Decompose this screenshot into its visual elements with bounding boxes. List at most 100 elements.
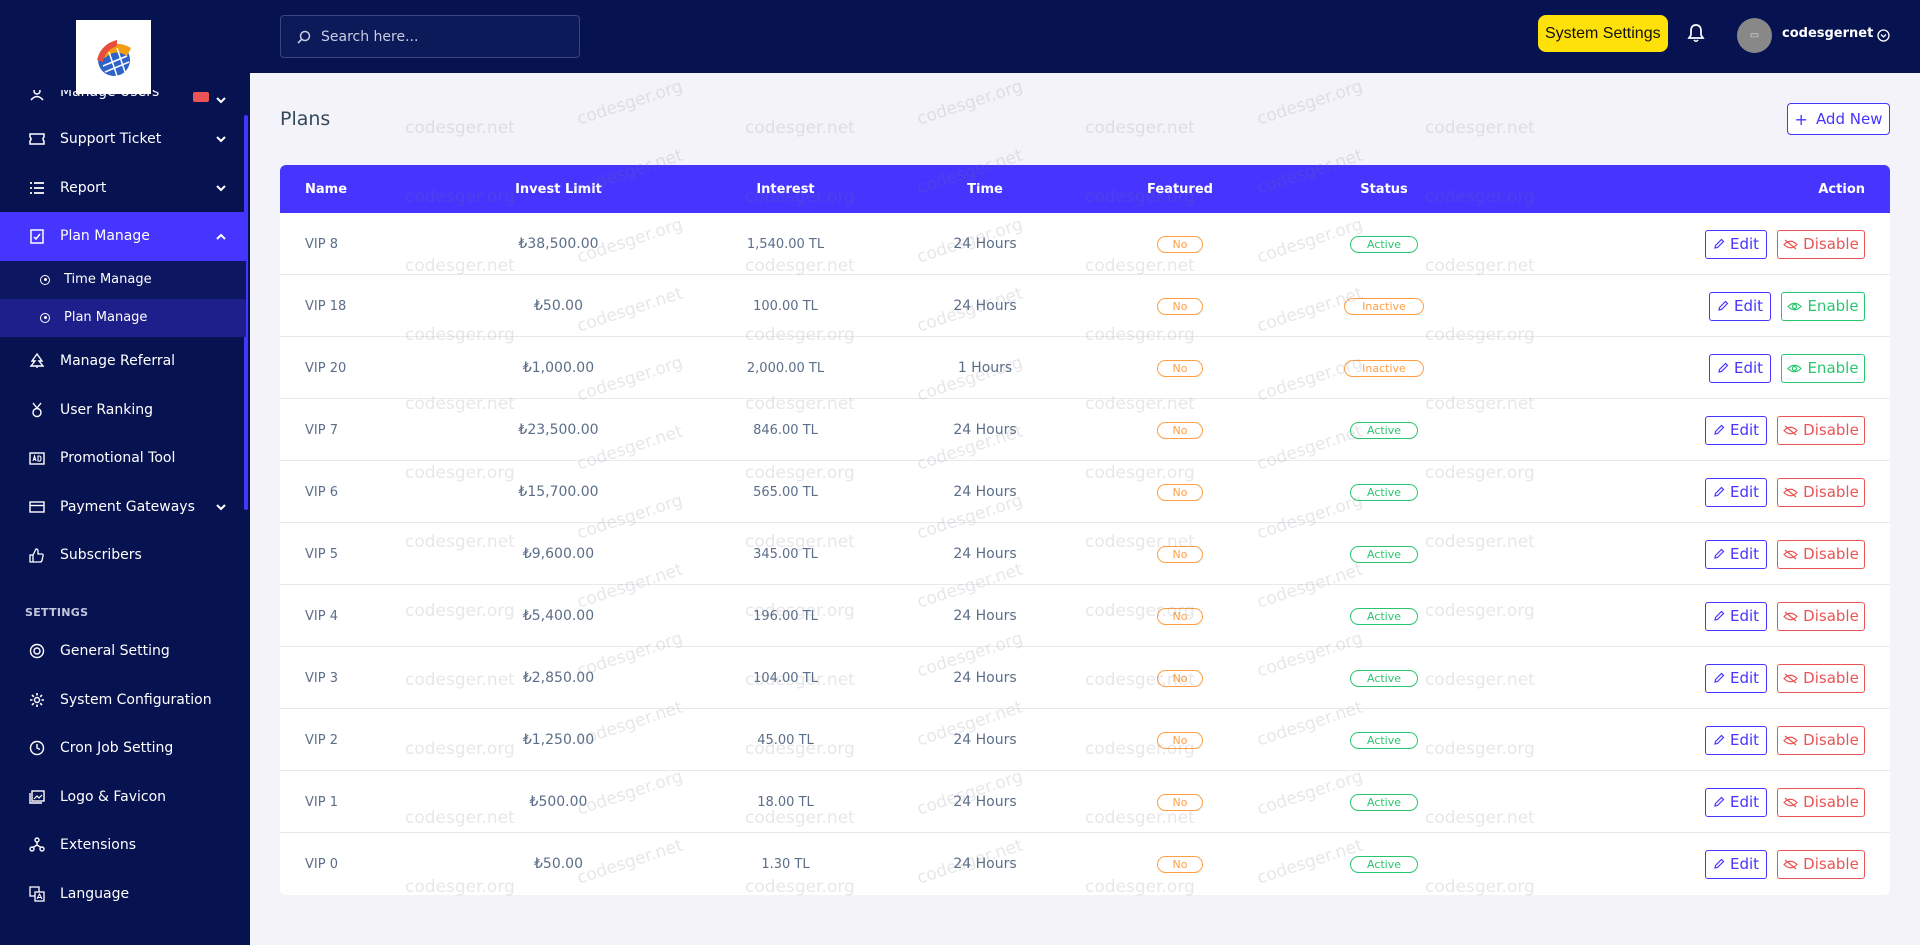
edit-button[interactable]: Edit	[1709, 291, 1771, 321]
search-input[interactable]: Search here...	[280, 15, 580, 58]
sidebar-item-extensions[interactable]: Extensions	[0, 821, 246, 870]
puzzle-icon	[28, 837, 45, 854]
edit-button[interactable]: Edit	[1705, 787, 1767, 817]
sidebar-item-manage-users[interactable]: Manage Users	[0, 90, 246, 115]
edit-label: Edit	[1729, 793, 1760, 811]
sidebar-item-promotional-tool[interactable]: Promotional Tool	[0, 434, 246, 483]
invest-limit: ₺38,500.00	[518, 236, 599, 252]
users-icon	[28, 90, 45, 102]
featured-badge: No	[1157, 421, 1203, 439]
enable-button[interactable]: Enable	[1781, 291, 1865, 321]
sidebar-item-logo-favicon[interactable]: Logo & Favicon	[0, 773, 246, 822]
invest-limit: ₺15,700.00	[518, 484, 599, 500]
edit-button[interactable]: Edit	[1705, 849, 1767, 879]
time: 24 Hours	[953, 608, 1017, 624]
featured-badge: No	[1157, 855, 1203, 873]
circle-dot-icon	[40, 312, 50, 323]
edit-button[interactable]: Edit	[1705, 601, 1767, 631]
disable-button[interactable]: Disable	[1777, 477, 1865, 507]
time: 24 Hours	[953, 422, 1017, 438]
edit-button[interactable]: Edit	[1709, 353, 1771, 383]
sidebar-item-report[interactable]: Report	[0, 164, 246, 213]
disable-button[interactable]: Disable	[1777, 663, 1865, 693]
eye-icon	[1787, 301, 1803, 312]
status-cell: Active	[1304, 523, 1464, 585]
sidebar-item-plan-manage[interactable]: Plan Manage	[0, 212, 246, 261]
plus-icon: +	[1794, 109, 1808, 129]
featured-badge: No	[1157, 359, 1203, 377]
sidebar-item-user-ranking[interactable]: User Ranking	[0, 385, 246, 434]
sidebar-item-subscribers[interactable]: Subscribers	[0, 531, 246, 580]
settings-section-label: SETTINGS	[25, 605, 89, 619]
edit-button[interactable]: Edit	[1705, 539, 1767, 569]
table-row: VIP 20 ₺1,000.00 2,000.00 TL 1 Hours No …	[280, 337, 1890, 399]
time: 24 Hours	[953, 484, 1017, 500]
bell-icon[interactable]	[1687, 23, 1705, 47]
edit-button[interactable]: Edit	[1705, 725, 1767, 755]
status-badge: Active	[1350, 421, 1418, 439]
table-row: VIP 4 ₺5,400.00 196.00 TL 24 Hours No Ac…	[280, 585, 1890, 647]
disable-button[interactable]: Disable	[1777, 725, 1865, 755]
table-row: VIP 7 ₺23,500.00 846.00 TL 24 Hours No A…	[280, 399, 1890, 461]
card-icon	[28, 498, 45, 515]
eye-slash-icon	[1783, 549, 1799, 560]
action-cell: Edit Disable	[1695, 213, 1865, 275]
plan-name: VIP 7	[305, 422, 338, 438]
logo-icon	[96, 40, 131, 77]
add-new-button[interactable]: + Add New	[1787, 103, 1890, 135]
featured-cell: No	[1157, 275, 1203, 337]
disable-button[interactable]: Disable	[1777, 601, 1865, 631]
status-cell: Active	[1304, 833, 1464, 895]
featured-badge: No	[1157, 235, 1203, 253]
interest: 1,540.00 TL	[746, 236, 825, 252]
action-cell: Edit Disable	[1695, 399, 1865, 461]
pencil-icon	[1713, 610, 1725, 622]
sidebar-item-system-configuration[interactable]: System Configuration	[0, 675, 246, 724]
sidebar-item-cron-job-setting[interactable]: Cron Job Setting	[0, 724, 246, 773]
toggle-label: Disable	[1803, 483, 1859, 501]
watermark-text: codesger.org	[914, 76, 1026, 130]
toggle-label: Enable	[1807, 359, 1859, 377]
sidebar-item-payment-gateways[interactable]: Payment Gateways	[0, 483, 246, 532]
featured-cell: No	[1157, 213, 1203, 275]
sidebar-item-support-ticket[interactable]: Support Ticket	[0, 115, 246, 164]
eye-slash-icon	[1783, 673, 1799, 684]
toggle-label: Disable	[1803, 731, 1859, 749]
chevron-down-circle-icon[interactable]	[1877, 27, 1890, 46]
pencil-icon	[1713, 672, 1725, 684]
disable-button[interactable]: Disable	[1777, 229, 1865, 259]
watermark-text: codesger.net	[405, 118, 515, 138]
interest: 1.30 TL	[761, 856, 810, 872]
sidebar-subitem-plan-manage[interactable]: Plan Manage	[0, 298, 246, 337]
edit-button[interactable]: Edit	[1705, 663, 1767, 693]
sidebar-item-manage-referral[interactable]: Manage Referral	[0, 337, 246, 386]
medal-icon	[28, 401, 45, 418]
invest-limit: ₺50.00	[534, 298, 583, 314]
status-cell: Active	[1304, 399, 1464, 461]
table-row: VIP 1 ₺500.00 18.00 TL 24 Hours No Activ…	[280, 771, 1890, 833]
time: 24 Hours	[953, 670, 1017, 686]
disable-button[interactable]: Disable	[1777, 787, 1865, 817]
sidebar-item-general-setting[interactable]: General Setting	[0, 627, 246, 676]
system-settings-button[interactable]: System Settings	[1538, 15, 1668, 52]
disable-button[interactable]: Disable	[1777, 539, 1865, 569]
sidebar-item-label: Support Ticket	[60, 131, 162, 148]
enable-button[interactable]: Enable	[1781, 353, 1865, 383]
avatar[interactable]: ▭	[1737, 18, 1772, 53]
username[interactable]: codesgernet	[1782, 26, 1874, 41]
disable-button[interactable]: Disable	[1777, 415, 1865, 445]
sidebar-scrollbar[interactable]	[244, 115, 248, 510]
edit-button[interactable]: Edit	[1705, 229, 1767, 259]
sidebar-item-language[interactable]: Language	[0, 870, 246, 919]
sidebar-subitem-time-manage[interactable]: Time Manage	[0, 261, 246, 299]
sidebar-item-label: Promotional Tool	[60, 450, 176, 467]
action-cell: Edit Disable	[1695, 709, 1865, 771]
disable-button[interactable]: Disable	[1777, 849, 1865, 879]
pencil-icon	[1713, 424, 1725, 436]
table-row: VIP 18 ₺50.00 100.00 TL 24 Hours No Inac…	[280, 275, 1890, 337]
edit-label: Edit	[1729, 669, 1760, 687]
edit-label: Edit	[1729, 483, 1760, 501]
edit-button[interactable]: Edit	[1705, 415, 1767, 445]
logo[interactable]	[76, 20, 151, 94]
edit-button[interactable]: Edit	[1705, 477, 1767, 507]
